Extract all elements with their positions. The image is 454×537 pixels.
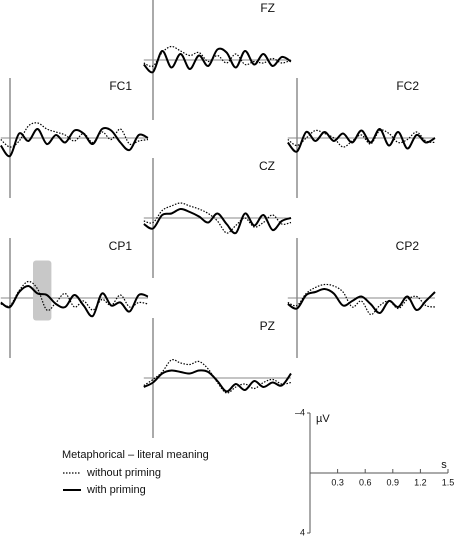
- legend-title: Metaphorical – literal meaning: [62, 449, 209, 461]
- x-tick-label: 1.2: [414, 477, 427, 487]
- erp-trace: [143, 359, 292, 394]
- panel-label: CP1: [109, 239, 133, 253]
- x-tick-label: 0.6: [359, 477, 372, 487]
- erp-trace: [0, 284, 149, 318]
- erp-trace: [143, 369, 292, 393]
- panel-label: FC2: [396, 79, 419, 93]
- y-tick-label: 4: [300, 527, 305, 537]
- erp-trace: [143, 207, 292, 235]
- panel-label: FZ: [260, 1, 275, 15]
- erp-trace: [287, 129, 436, 148]
- panel-label: FC1: [109, 79, 132, 93]
- erp-trace: [143, 45, 292, 67]
- erp-trace: [287, 128, 436, 153]
- erp-trace: [287, 287, 436, 314]
- x-tick-label: 0.3: [331, 477, 344, 487]
- erp-trace: [143, 47, 292, 74]
- legend-label: with priming: [86, 484, 146, 496]
- x-tick-label: 0.9: [387, 477, 400, 487]
- panel-label: CP2: [396, 239, 420, 253]
- x-tick-label: 1.5: [442, 477, 454, 487]
- erp-trace: [0, 122, 149, 148]
- y-tick-label: –4: [295, 407, 305, 417]
- highlight-window: [33, 260, 52, 321]
- erp-trace: [0, 280, 149, 312]
- panel-label: PZ: [260, 319, 275, 333]
- erp-trace: [287, 283, 436, 316]
- y-axis-unit: µV: [316, 413, 330, 425]
- erp-trace: [0, 126, 149, 158]
- x-axis-unit: s: [441, 459, 447, 471]
- legend-label: without priming: [86, 467, 161, 479]
- panel-label: CZ: [259, 159, 275, 173]
